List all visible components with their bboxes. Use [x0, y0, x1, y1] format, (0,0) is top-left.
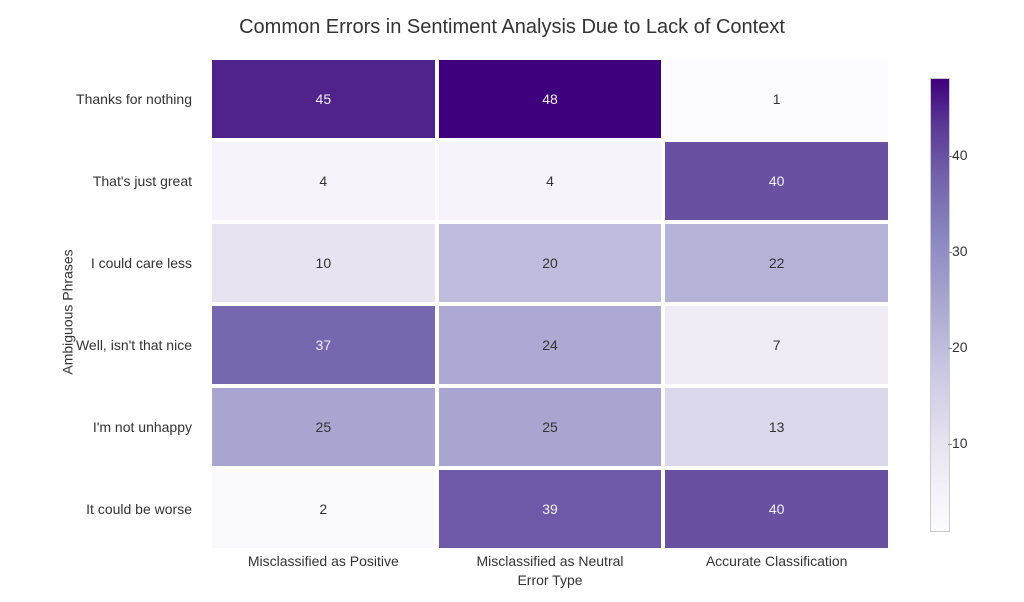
y-tick-label: It could be worse: [10, 468, 200, 550]
cell-value: 13: [769, 419, 785, 435]
x-axis-label: Error Type: [210, 572, 890, 588]
cell-value: 7: [773, 337, 781, 353]
heatmap-grid: 45 48 1 4 4 40 10 20 22 37 24 7 25 25 13 2 39 40: [210, 58, 890, 550]
heatmap-cell: 48: [437, 58, 664, 140]
x-tick-label: Misclassified as Neutral: [437, 553, 664, 569]
heatmap-cell: 20: [437, 222, 664, 304]
heatmap-cell: 40: [663, 468, 890, 550]
y-tick-label: I'm not unhappy: [10, 386, 200, 468]
cell-value: 39: [542, 501, 558, 517]
colorbar-tick: 30: [952, 243, 968, 259]
cell-value: 20: [542, 255, 558, 271]
heatmap-cell: 22: [663, 222, 890, 304]
heatmap-cell: 37: [210, 304, 437, 386]
heatmap-cell: 45: [210, 58, 437, 140]
colorbar-ticks: 10 20 30 40: [952, 78, 972, 530]
cell-value: 48: [542, 91, 558, 107]
cell-value: 2: [319, 501, 327, 517]
colorbar-tick: 40: [952, 147, 968, 163]
colorbar-gradient: [930, 78, 950, 532]
cell-value: 25: [542, 419, 558, 435]
heatmap-cell: 13: [663, 386, 890, 468]
x-tick-labels: Misclassified as Positive Misclassified …: [210, 553, 890, 569]
heatmap-cell: 25: [437, 386, 664, 468]
cell-value: 4: [546, 173, 554, 189]
heatmap-cell: 39: [437, 468, 664, 550]
colorbar: [930, 78, 948, 530]
heatmap-chart: Common Errors in Sentiment Analysis Due …: [10, 10, 1014, 592]
cell-value: 45: [316, 91, 332, 107]
cell-value: 40: [769, 173, 785, 189]
heatmap-cell: 40: [663, 140, 890, 222]
colorbar-tick: 20: [952, 339, 968, 355]
heatmap-cell: 24: [437, 304, 664, 386]
cell-value: 4: [319, 173, 327, 189]
cell-value: 25: [316, 419, 332, 435]
cell-value: 22: [769, 255, 785, 271]
y-tick-label: Thanks for nothing: [10, 58, 200, 140]
heatmap-cell: 25: [210, 386, 437, 468]
cell-value: 10: [316, 255, 332, 271]
heatmap-cell: 7: [663, 304, 890, 386]
heatmap-cell: 1: [663, 58, 890, 140]
y-tick-label: That's just great: [10, 140, 200, 222]
y-tick-label: Well, isn't that nice: [10, 304, 200, 386]
x-tick-label: Accurate Classification: [663, 553, 890, 569]
chart-title: Common Errors in Sentiment Analysis Due …: [10, 16, 1014, 39]
colorbar-tick: 10: [952, 435, 968, 451]
y-tick-label: I could care less: [10, 222, 200, 304]
cell-value: 1: [773, 91, 781, 107]
cell-value: 37: [316, 337, 332, 353]
cell-value: 40: [769, 501, 785, 517]
x-tick-label: Misclassified as Positive: [210, 553, 437, 569]
heatmap-cell: 2: [210, 468, 437, 550]
cell-value: 24: [542, 337, 558, 353]
y-tick-labels: Thanks for nothing That's just great I c…: [10, 58, 200, 550]
heatmap-cell: 4: [210, 140, 437, 222]
heatmap-cell: 4: [437, 140, 664, 222]
heatmap-cell: 10: [210, 222, 437, 304]
